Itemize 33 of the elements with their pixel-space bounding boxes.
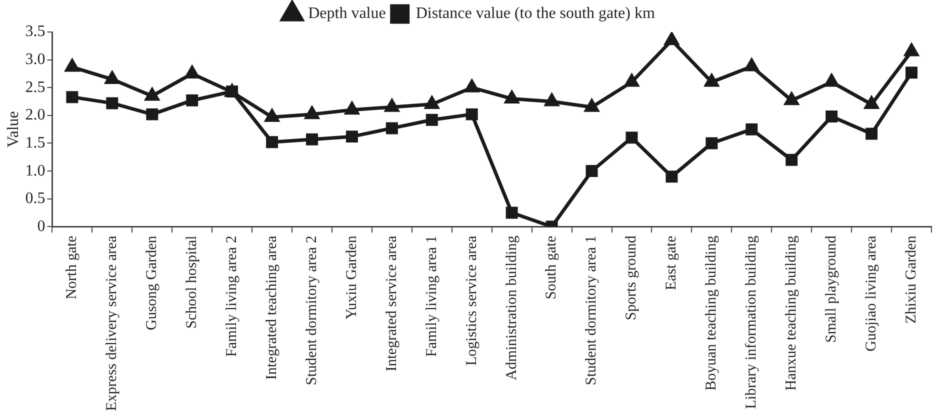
x-tick-label: Logistics service area [464, 235, 480, 366]
x-tick-label: Integrated service area [384, 235, 400, 372]
y-tick-label: 2.5 [25, 78, 46, 96]
x-tick-label: Sports ground [624, 235, 640, 320]
y-tick-label: 0.5 [25, 190, 46, 208]
y-tick-label: 0 [37, 218, 46, 235]
x-tick-label: Boyuan teaching building [704, 235, 720, 391]
x-tick-label: Small playground [824, 235, 840, 343]
x-tick-label: School hospital [184, 236, 200, 329]
x-tick-label: Administration building [504, 235, 520, 380]
x-tick-label: Yuxiu Garden [344, 235, 360, 320]
y-tick-label: 3.0 [25, 51, 46, 68]
x-tick-label: Family living area 2 [224, 236, 240, 357]
legend-label: Distance value (to the south gate) km [416, 5, 656, 22]
x-tick-label: North gate [64, 235, 80, 300]
x-tick-label: Guojiao living area [863, 235, 880, 352]
x-tick-label: Zhixiu Garden [903, 235, 920, 324]
x-tick-label: Hanxue teaching building [784, 235, 800, 391]
x-tick-label: Student dormitory area 2 [304, 236, 320, 386]
x-tick-label: East gate [664, 235, 680, 290]
x-tick-label: Integrated teaching area [264, 235, 280, 380]
x-tick-label: Student dormitory area 1 [584, 236, 600, 386]
legend-label: Depth value [308, 5, 386, 22]
y-tick-label: 3.5 [25, 23, 46, 40]
y-axis-title: Value [4, 111, 22, 148]
y-tick-label: 1.5 [25, 134, 46, 152]
x-tick-label: Express delivery service area [104, 235, 120, 411]
x-tick-label: South gate [544, 235, 560, 300]
x-tick-label: Family living area 1 [424, 236, 440, 357]
y-tick-label: 2.0 [25, 106, 46, 124]
x-tick-label: Library information building [744, 235, 760, 409]
x-tick-label: Gusong Garden [144, 235, 160, 330]
y-tick-label: 1.0 [25, 162, 46, 180]
